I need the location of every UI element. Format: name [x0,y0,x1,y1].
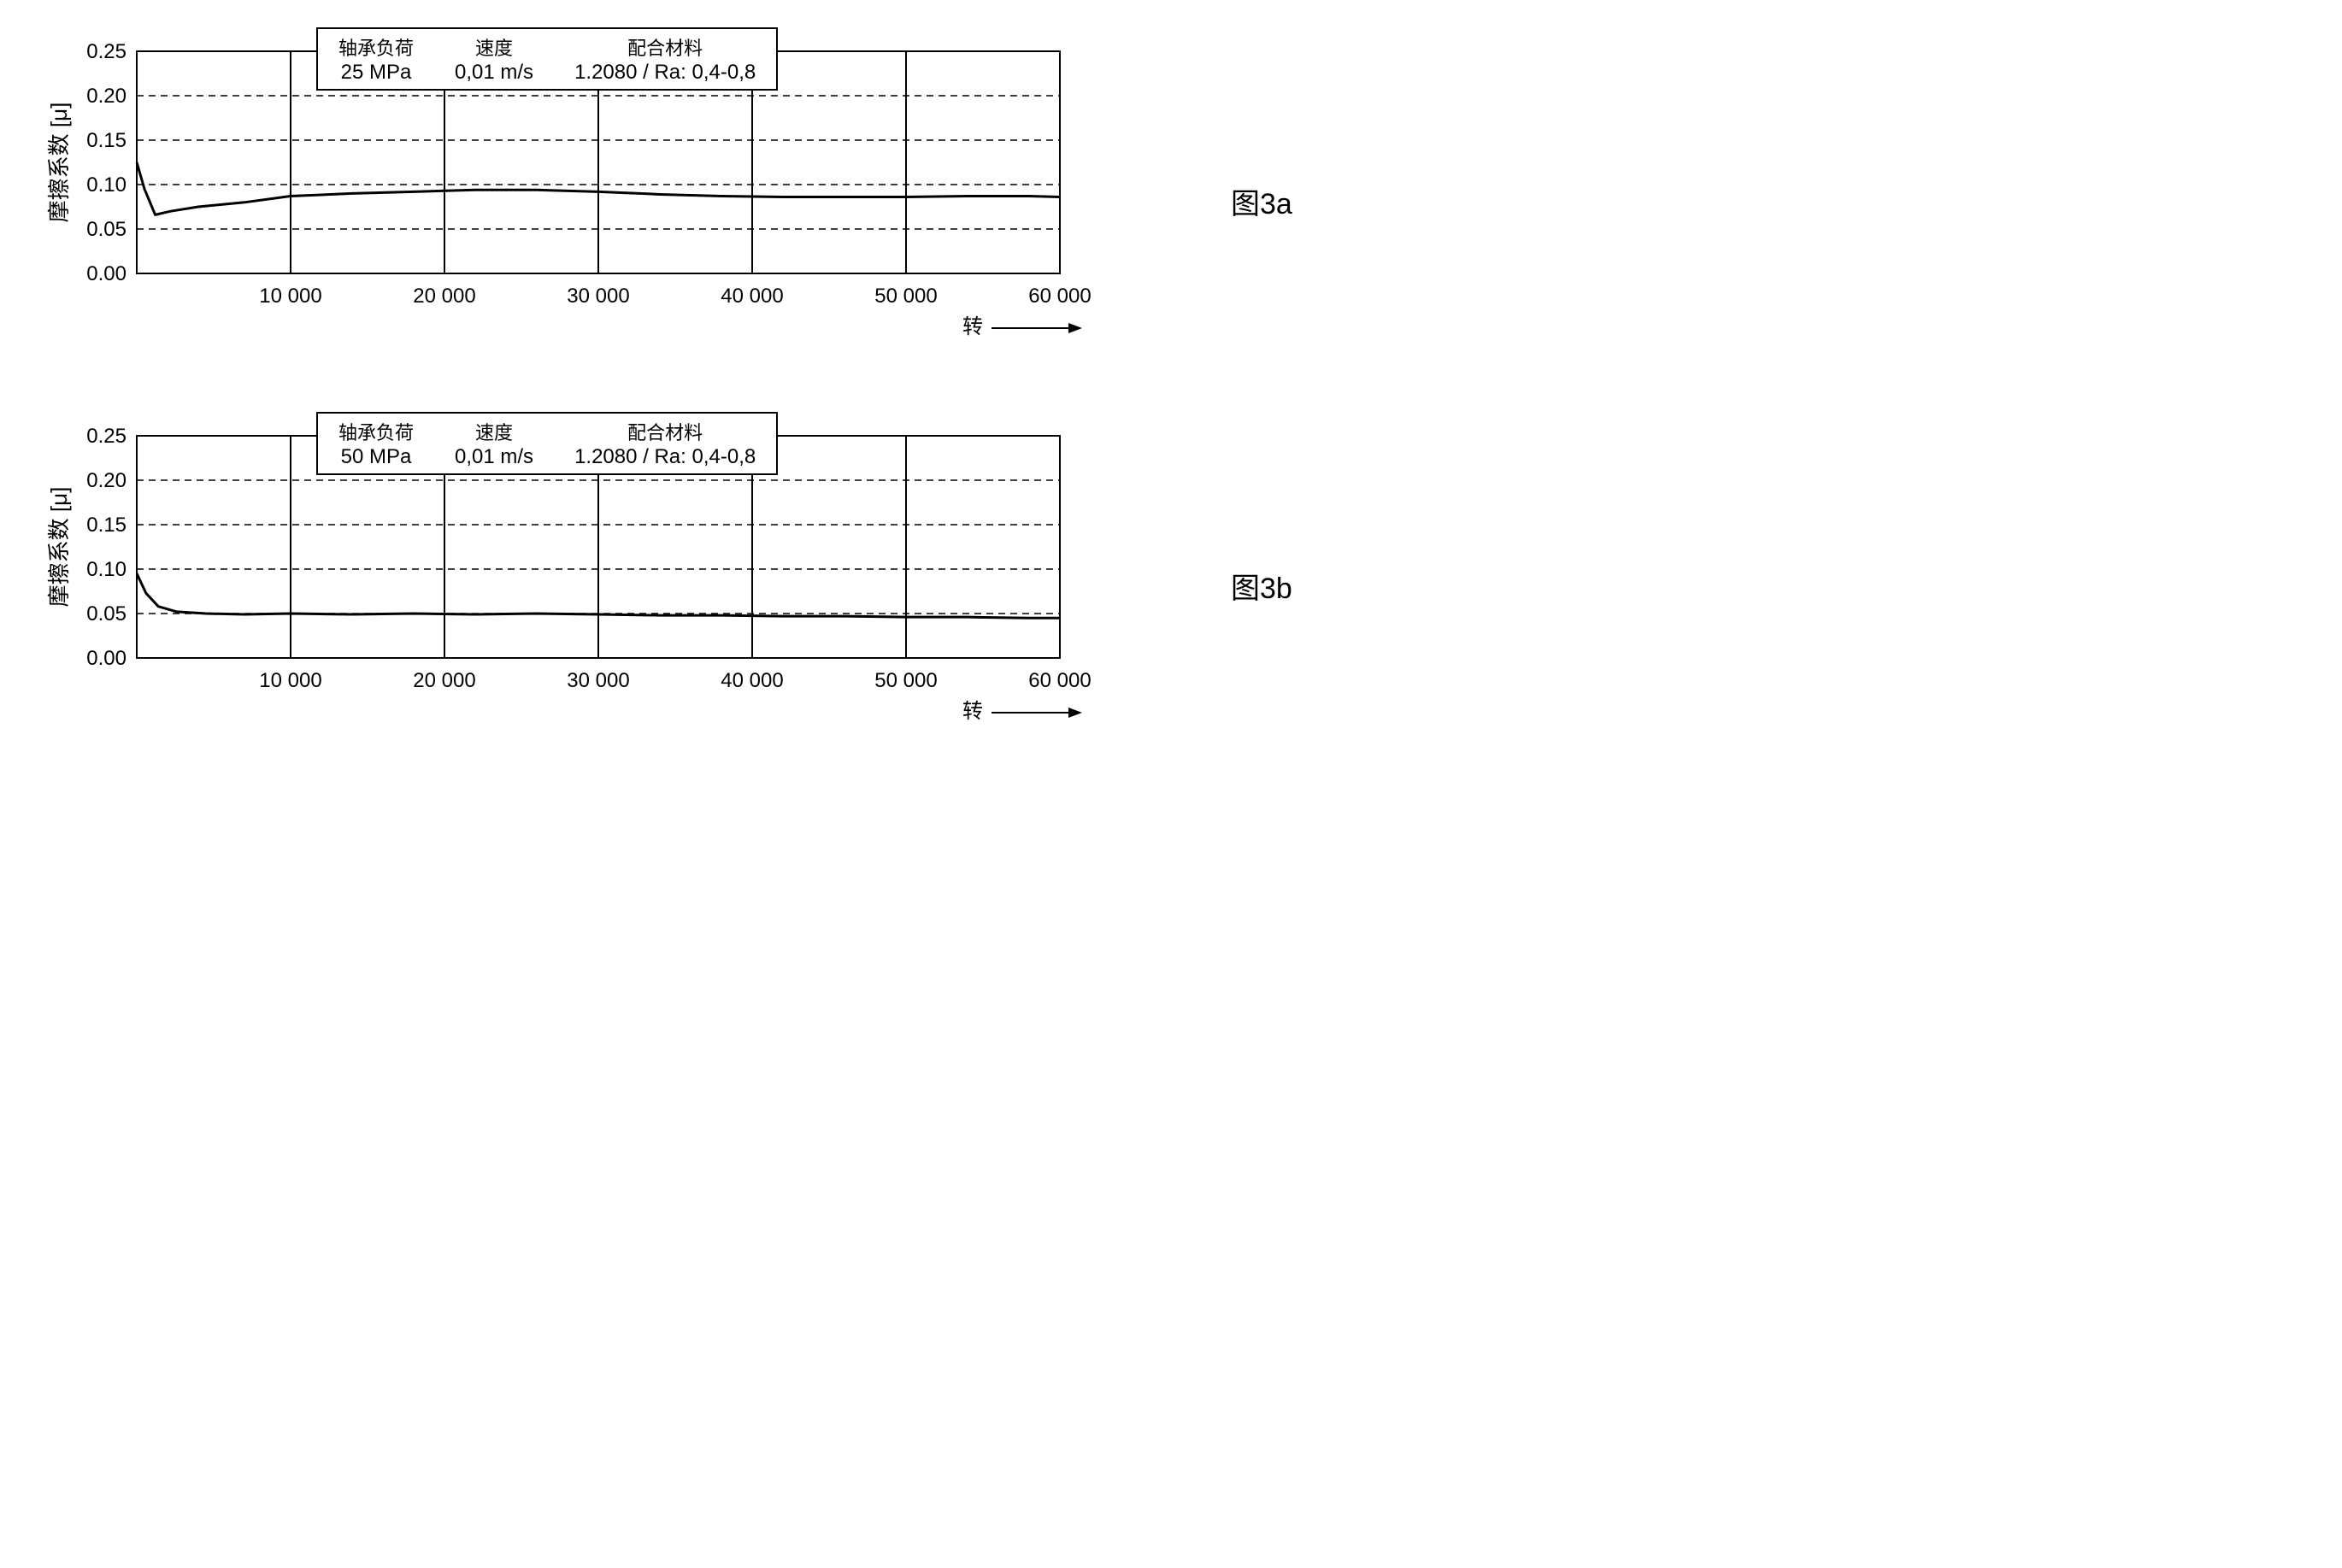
y-axis-title: 摩擦系数 [μ] [46,103,72,223]
param-value: 1.2080 / Ra: 0,4-0,8 [574,61,756,85]
y-tick-label: 0.20 [86,85,127,108]
x-arrow-head-icon [1068,323,1082,333]
param-cell-speed: 速度0,01 m/s [434,414,554,473]
x-tick-label: 30 000 [567,669,629,692]
x-tick-label: 20 000 [413,285,475,308]
x-unit-label: 转 [962,315,983,338]
param-cell-speed: 速度0,01 m/s [434,29,554,89]
figure-block: 轴承负荷25 MPa 速度0,01 m/s 配合材料1.2080 / Ra: 0,4… [34,34,1205,367]
param-cell-material: 配合材料1.2080 / Ra: 0,4-0,8 [554,414,776,473]
param-value: 0,01 m/s [455,61,533,85]
y-axis-title: 摩擦系数 [μ] [46,487,72,608]
y-tick-label: 0.00 [86,262,127,285]
param-cell-load: 轴承负荷50 MPa [318,414,434,473]
y-tick-label: 0.15 [86,514,127,537]
x-tick-label: 40 000 [721,285,783,308]
figure-row: 轴承负荷25 MPa 速度0,01 m/s 配合材料1.2080 / Ra: 0,4… [34,34,2308,367]
param-label: 速度 [475,418,513,445]
y-tick-label: 0.10 [86,558,127,581]
param-label: 轴承负荷 [338,33,414,61]
param-cell-material: 配合材料1.2080 / Ra: 0,4-0,8 [554,29,776,89]
y-tick-label: 0.05 [86,218,127,241]
x-tick-label: 30 000 [567,285,629,308]
param-label: 速度 [475,33,513,61]
x-arrow-head-icon [1068,708,1082,718]
y-tick-label: 0.10 [86,173,127,197]
x-tick-label: 40 000 [721,669,783,692]
param-value: 25 MPa [341,61,412,85]
x-tick-label: 60 000 [1028,285,1091,308]
x-tick-label: 10 000 [259,669,321,692]
param-value: 0,01 m/s [455,445,533,469]
y-tick-label: 0.00 [86,647,127,670]
param-cell-load: 轴承负荷25 MPa [318,29,434,89]
parameter-box: 轴承负荷50 MPa速度0,01 m/s配合材料1.2080 / Ra: 0,4… [316,412,778,475]
x-tick-label: 10 000 [259,285,321,308]
param-label: 轴承负荷 [338,418,414,445]
y-tick-label: 0.20 [86,469,127,492]
x-unit-label: 转 [962,700,983,723]
x-tick-label: 60 000 [1028,669,1091,692]
y-tick-label: 0.05 [86,602,127,625]
param-label: 配合材料 [627,33,703,61]
y-tick-label: 0.25 [86,425,127,448]
y-tick-label: 0.15 [86,129,127,152]
figure-block: 轴承负荷50 MPa 速度0,01 m/s 配合材料1.2080 / Ra: 0,4… [34,419,1205,752]
param-value: 1.2080 / Ra: 0,4-0,8 [574,445,756,469]
parameter-box: 轴承负荷25 MPa速度0,01 m/s配合材料1.2080 / Ra: 0,4… [316,27,778,91]
x-tick-label: 50 000 [874,285,937,308]
param-value: 50 MPa [341,445,412,469]
figure-label: 图3a [1231,180,1292,222]
param-label: 配合材料 [627,418,703,445]
figure-label: 图3b [1231,565,1292,607]
y-tick-label: 0.25 [86,40,127,63]
x-tick-label: 20 000 [413,669,475,692]
x-tick-label: 50 000 [874,669,937,692]
figure-row: 轴承负荷50 MPa 速度0,01 m/s 配合材料1.2080 / Ra: 0,4… [34,419,2308,752]
